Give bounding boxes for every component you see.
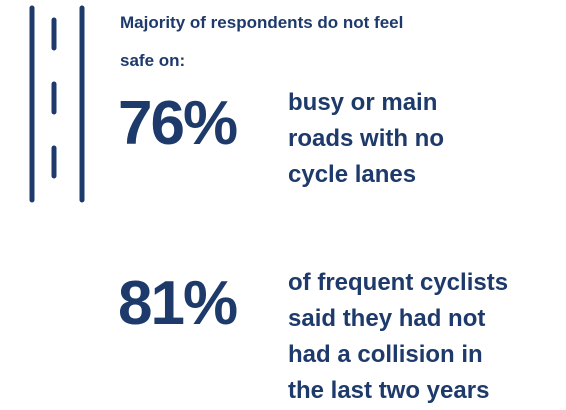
content: Majority of respondents do not feel safe … xyxy=(118,13,508,404)
stat-text: busy or main xyxy=(288,89,437,116)
stat-figure: 76% xyxy=(118,89,237,158)
stat-text: said they had not xyxy=(288,305,485,332)
stat-text: had a collision in xyxy=(288,341,483,368)
heading-line: safe on: xyxy=(120,51,185,70)
stat-text: the last two years xyxy=(288,377,489,404)
stat-text: roads with no xyxy=(288,125,444,152)
road-icon xyxy=(29,5,85,203)
stat-text: cycle lanes xyxy=(288,161,416,188)
stat-figure: 81% xyxy=(118,269,237,338)
heading-line: Majority of respondents do not feel xyxy=(120,13,403,32)
stat-text: of frequent cyclists xyxy=(288,269,508,296)
